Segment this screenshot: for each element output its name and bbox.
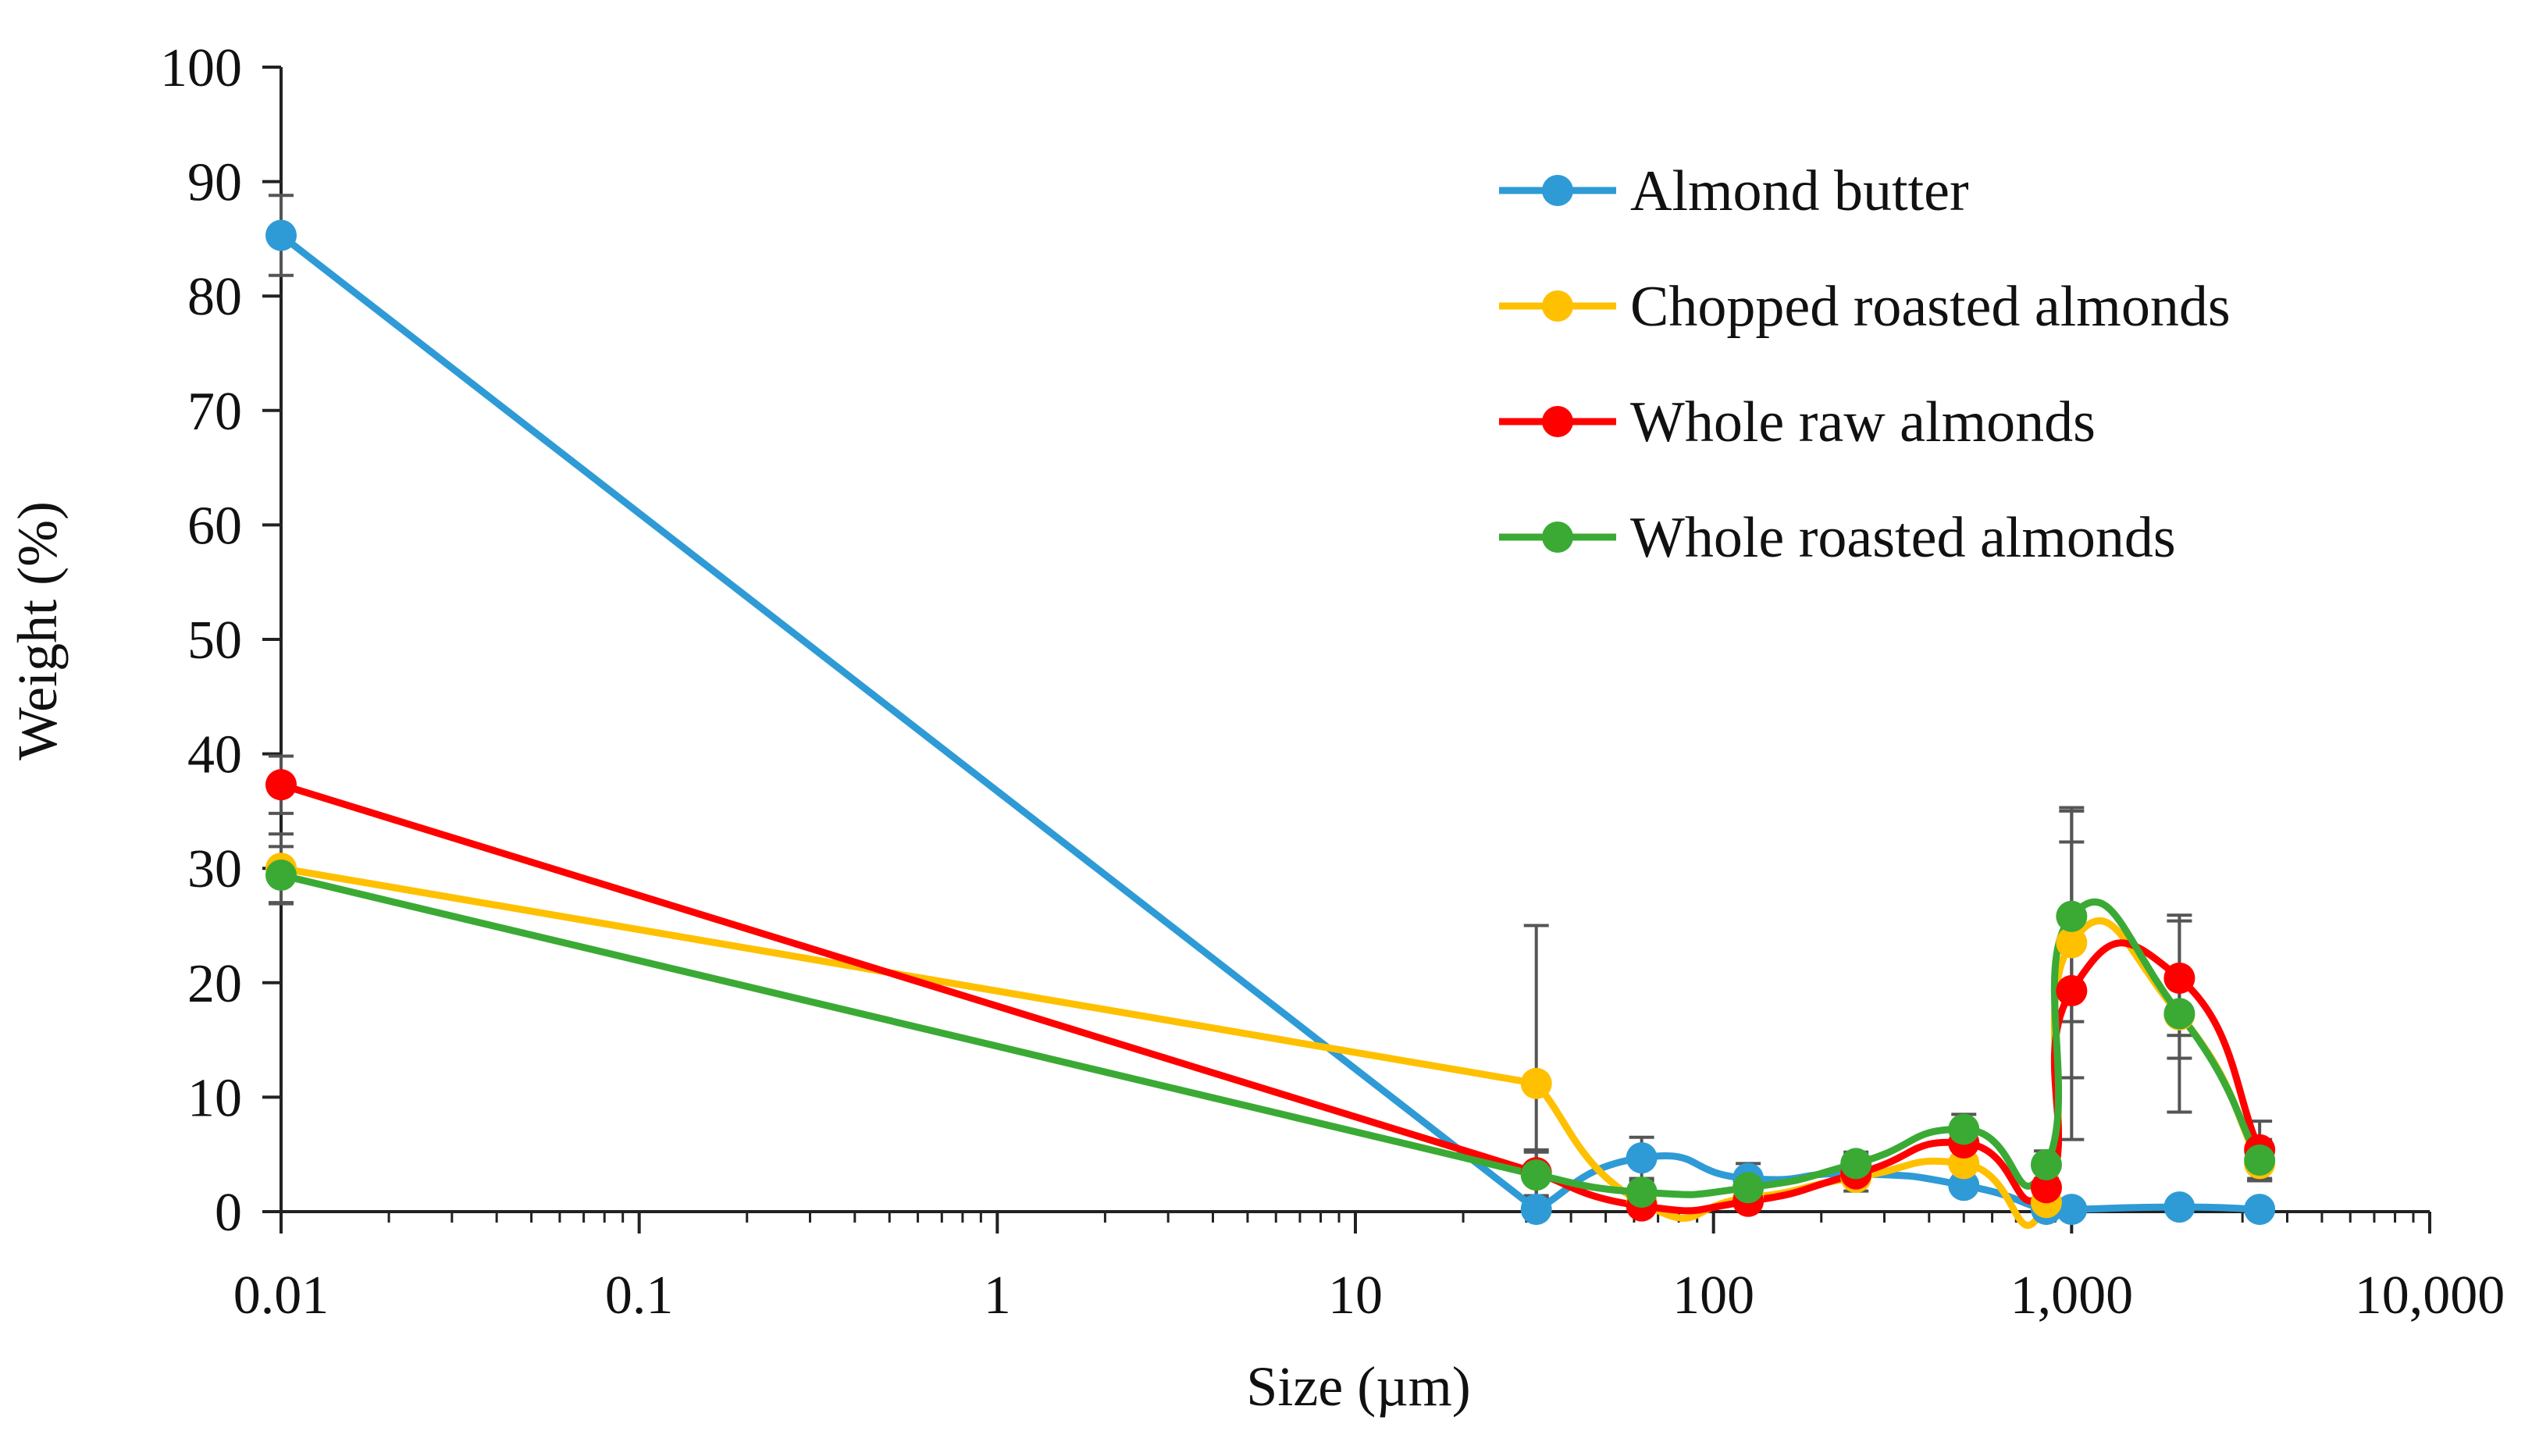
data-point-whole-roasted-almonds (1840, 1148, 1872, 1180)
series-line-whole-raw-almonds (277, 781, 2263, 1215)
data-point-almond-butter (2163, 1191, 2195, 1223)
y-axis-title: Weight (%) (6, 501, 69, 760)
axes: 0 10 20 30 40 50 60 70 80 90 100 0.01 0.1 1 10 100 1,000… (160, 38, 2505, 1326)
y-tick-label: 20 (187, 954, 242, 1014)
legend: Almond butter Chopped roasted almonds Whol… (1499, 159, 2231, 570)
data-point-whole-raw-almonds (2163, 962, 2195, 994)
x-tick-label: 1 (984, 1266, 1011, 1326)
x-tick-label: 10,000 (2355, 1266, 2505, 1326)
data-point-whole-raw-almonds (2030, 1172, 2062, 1204)
data-point-whole-roasted-almonds (2030, 1148, 2062, 1180)
y-tick-label: 10 (187, 1068, 242, 1128)
legend-marker-whole-roasted-almonds (1542, 522, 1573, 553)
data-point-whole-roasted-almonds (1733, 1172, 1765, 1204)
data-point-chopped-roasted-almonds (2056, 927, 2088, 959)
data-point-almond-butter (2244, 1194, 2276, 1226)
data-point-whole-roasted-almonds (1520, 1159, 1552, 1191)
y-tick-label: 80 (187, 267, 242, 327)
y-tick-label: 30 (187, 839, 242, 899)
series-lines (277, 232, 2263, 1229)
legend-label-whole-raw-almonds: Whole raw almonds (1630, 390, 2096, 454)
y-tick-label: 70 (187, 382, 242, 442)
legend-marker-whole-raw-almonds (1542, 406, 1573, 437)
legend-label-almond-butter: Almond butter (1630, 159, 1969, 223)
x-tick-label: 100 (1672, 1266, 1754, 1326)
series-line-whole-roasted-almonds (277, 871, 2263, 1198)
x-tick-label: 1,000 (2010, 1266, 2134, 1326)
x-tick-label: 10 (1328, 1266, 1383, 1326)
y-tick-label: 40 (187, 725, 242, 785)
x-axis-title: Size (µm) (1246, 1355, 1470, 1418)
data-point-almond-butter (1520, 1194, 1552, 1226)
data-point-almond-butter (2056, 1194, 2088, 1226)
data-point-whole-roasted-almonds (1948, 1113, 1980, 1145)
y-tick-label: 90 (187, 153, 242, 213)
legend-marker-almond-butter (1542, 175, 1573, 206)
y-tick-label: 50 (187, 611, 242, 671)
series-line-chopped-roasted-almonds (277, 864, 2263, 1229)
legend-label-chopped-roasted-almonds: Chopped roasted almonds (1630, 275, 2231, 339)
data-point-whole-roasted-almonds (1626, 1177, 1658, 1209)
data-point-chopped-roasted-almonds (1520, 1067, 1552, 1099)
data-point-almond-butter (1948, 1169, 1980, 1201)
y-tick-label: 0 (215, 1183, 242, 1243)
data-point-whole-roasted-almonds (2163, 998, 2195, 1030)
legend-marker-chopped-roasted-almonds (1542, 290, 1573, 322)
y-tick-label: 60 (187, 496, 242, 556)
x-tick-label: 0.1 (605, 1266, 674, 1326)
series-markers (265, 219, 2276, 1226)
series-line-almond-butter (277, 232, 2263, 1216)
data-point-almond-butter (265, 219, 297, 251)
data-point-whole-raw-almonds (2056, 975, 2088, 1007)
error-bars (269, 194, 2273, 1213)
data-point-whole-roasted-almonds (2056, 900, 2088, 932)
y-tick-label: 100 (160, 38, 242, 98)
data-point-whole-raw-almonds (265, 769, 297, 801)
data-point-whole-roasted-almonds (2244, 1145, 2276, 1177)
x-tick-label: 0.01 (233, 1266, 329, 1326)
legend-label-whole-roasted-almonds: Whole roasted almonds (1630, 506, 2176, 570)
data-point-whole-roasted-almonds (265, 859, 297, 891)
data-point-almond-butter (1626, 1142, 1658, 1174)
